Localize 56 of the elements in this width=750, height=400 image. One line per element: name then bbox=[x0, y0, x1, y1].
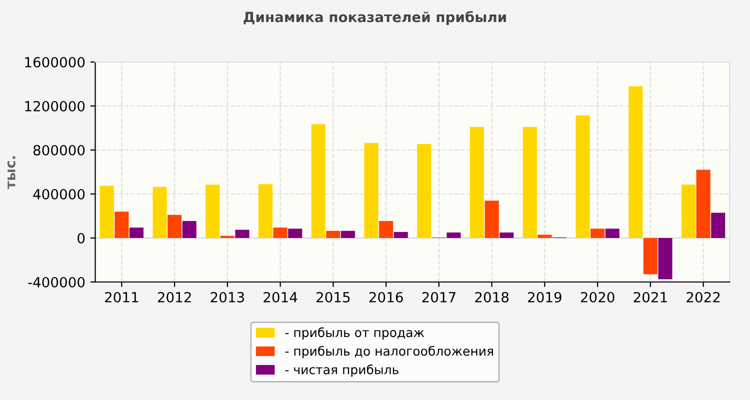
bar bbox=[168, 214, 182, 238]
y-tick-label: -400000 bbox=[28, 276, 85, 288]
bar bbox=[288, 228, 302, 238]
x-tick-label: 2016 bbox=[369, 292, 403, 302]
bar bbox=[206, 184, 220, 238]
x-tick-label: 2014 bbox=[264, 292, 298, 302]
bar bbox=[152, 186, 167, 238]
bar bbox=[235, 230, 250, 238]
bar bbox=[446, 232, 461, 238]
y-tick-label: 1600000 bbox=[25, 56, 85, 68]
bar bbox=[311, 124, 326, 238]
bar bbox=[576, 115, 590, 238]
chart-title: Динамика показателей прибыли bbox=[244, 11, 506, 25]
bar bbox=[394, 232, 408, 238]
bar bbox=[538, 234, 552, 238]
x-tick-label: 2012 bbox=[158, 292, 191, 302]
legend-label: - прибыль от продаж bbox=[285, 327, 424, 340]
y-tick-label: 1200000 bbox=[25, 100, 85, 112]
bar bbox=[340, 230, 356, 238]
bar bbox=[643, 238, 658, 274]
bar bbox=[114, 212, 129, 238]
y-axis-title: тыс. bbox=[7, 156, 16, 190]
x-tick-label: 2015 bbox=[316, 292, 350, 302]
bar bbox=[129, 228, 144, 238]
x-tick-label: 2022 bbox=[686, 292, 720, 302]
bar bbox=[273, 228, 288, 238]
bar bbox=[681, 184, 696, 238]
bar bbox=[696, 170, 710, 238]
bar bbox=[470, 126, 484, 238]
x-tick-label: 2017 bbox=[422, 292, 456, 302]
legend-label: - прибыль до налогообложения bbox=[285, 346, 493, 358]
x-tick-label: 2013 bbox=[210, 292, 244, 302]
bar bbox=[500, 232, 514, 238]
bar bbox=[522, 126, 537, 238]
bar bbox=[364, 142, 378, 238]
y-tick-label: 0 bbox=[78, 232, 85, 244]
x-tick-label: 2020 bbox=[580, 292, 614, 302]
x-tick-label: 2019 bbox=[528, 292, 562, 302]
y-tick-label: 400000 bbox=[33, 188, 85, 200]
bar bbox=[658, 238, 672, 280]
bar bbox=[484, 200, 499, 238]
x-tick-label: 2018 bbox=[475, 292, 509, 302]
bar bbox=[605, 228, 620, 238]
y-tick-label: 800000 bbox=[33, 144, 85, 156]
bar bbox=[379, 220, 394, 238]
legend-label: - чистая прибыль bbox=[285, 364, 398, 377]
bar bbox=[182, 220, 196, 238]
bar bbox=[258, 184, 273, 238]
bar bbox=[417, 144, 432, 238]
bar bbox=[100, 186, 114, 238]
bar bbox=[326, 230, 340, 238]
x-tick-label: 2021 bbox=[634, 292, 667, 302]
bar bbox=[590, 228, 605, 238]
bar bbox=[711, 212, 726, 238]
bar bbox=[628, 86, 643, 238]
x-tick-label: 2011 bbox=[105, 292, 138, 302]
